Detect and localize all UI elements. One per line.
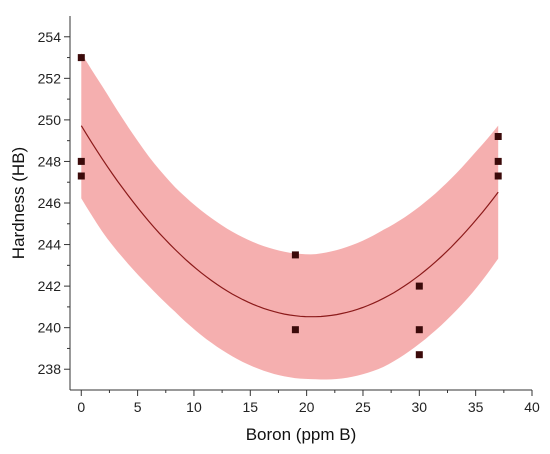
y-tick-label: 246 (38, 195, 62, 211)
y-tick-label: 242 (38, 278, 62, 294)
data-point (494, 172, 502, 180)
x-tick-label: 0 (77, 399, 85, 415)
x-axis-title: Boron (ppm B) (246, 425, 357, 444)
y-tick-label: 250 (38, 112, 62, 128)
y-tick-label: 240 (38, 320, 62, 336)
y-tick-label: 238 (38, 361, 62, 377)
x-ticks: 0 5 10 15 20 25 30 35 40 (77, 390, 540, 415)
x-tick-label: 10 (186, 399, 202, 415)
data-points-layer (77, 54, 502, 359)
data-point (77, 157, 85, 165)
confidence-band-layer (81, 53, 499, 380)
data-point (415, 282, 423, 290)
x-tick-label: 40 (524, 399, 540, 415)
x-tick-label: 25 (355, 399, 371, 415)
x-tick-label: 20 (299, 399, 315, 415)
data-point (494, 133, 502, 140)
fit-line-layer (80, 125, 499, 318)
data-point (415, 326, 423, 334)
y-tick-label: 248 (38, 153, 62, 169)
y-axis-title: Hardness (HB) (9, 147, 28, 259)
data-point (415, 351, 423, 359)
y-tick-label: 252 (38, 70, 62, 86)
x-tick-label: 35 (468, 399, 484, 415)
y-tick-label: 244 (38, 237, 62, 253)
data-point (494, 157, 502, 165)
data-point (77, 54, 85, 62)
data-point (291, 251, 299, 259)
y-tick-label: 254 (38, 29, 62, 45)
x-tick-label: 5 (134, 399, 142, 415)
data-point (291, 326, 299, 334)
data-point (77, 172, 85, 180)
fit-line (80, 125, 499, 318)
x-tick-label: 15 (243, 399, 259, 415)
y-ticks: 238 240 242 244 246 248 250 252 254 (38, 29, 70, 377)
x-tick-label: 30 (412, 399, 428, 415)
confidence-band (81, 53, 499, 380)
